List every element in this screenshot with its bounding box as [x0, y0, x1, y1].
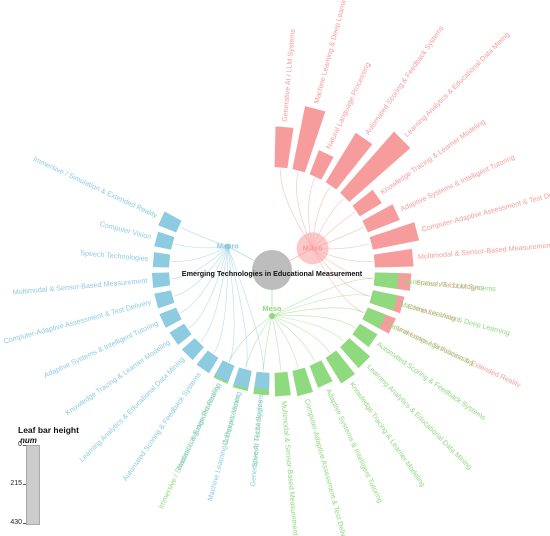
micro-leaf-label: Automated Scoring & Feedback Systems: [363, 24, 446, 137]
macro-leaf-bar: [154, 231, 175, 250]
macro-leaf-link: [200, 246, 229, 342]
meso-leaf-link: [271, 315, 315, 362]
legend-tick-label: 430: [10, 519, 22, 526]
micro-leaf-bar: [325, 132, 373, 190]
leaf-bars: [151, 106, 420, 397]
micro-group-label: Micro: [303, 243, 323, 252]
legend: Leaf bar height num 0 215 430: [6, 425, 86, 530]
micro-leaf-label: Generative AI / LLM Systems: [280, 28, 297, 122]
meso-leaf-link: [271, 315, 344, 342]
meso-leaf-link: [245, 315, 273, 368]
legend-tick-mark: [23, 484, 26, 485]
meso-leaf-link: [229, 315, 273, 362]
meso-leaf-bar: [369, 290, 398, 311]
macro-leaf-bar: [159, 307, 182, 328]
macro-leaf-bar: [233, 367, 252, 389]
meso-leaf-label: Knowledge Tracing & Learner Modeling: [348, 380, 428, 488]
macro-leaf-link: [174, 243, 228, 249]
micro-leaf-bar: [340, 131, 411, 202]
legend-subtitle: num: [20, 436, 37, 445]
macro-leaf-label: Immersive / Simulation & Extended Realit…: [32, 154, 159, 220]
micro-leaf-bar: [373, 248, 414, 268]
meso-group-label: Meso: [262, 304, 282, 313]
macro-leaf-bar: [158, 211, 182, 233]
macro-leaf-label: Speech Technologies: [80, 248, 149, 263]
meso-leaf-bar: [352, 323, 378, 348]
macro-leaf-link: [180, 227, 228, 247]
meso-leaf-link: [262, 315, 273, 371]
meso-leaf-link: [271, 294, 370, 317]
macro-leaf-label: Generative AI / LLM Systems: [248, 393, 265, 487]
meso-leaf-link: [271, 278, 373, 317]
micro-leaf-bar: [309, 150, 334, 180]
micro-leaf-bar: [274, 126, 294, 169]
meso-group-node: [269, 313, 275, 319]
meso-leaf-label: Automated Scoring & Feedback Systems: [375, 340, 488, 423]
micro-leaf-label: Natural Language Processing: [324, 61, 372, 151]
macro-leaf-label: Multimodal & Sensor-Based Measurement: [12, 276, 147, 297]
legend-tick-label: 215: [10, 480, 22, 487]
macro-leaf-label: Computer Vision: [99, 219, 153, 241]
meso-leaf-bar: [325, 350, 355, 384]
macro-leaf-bar: [254, 371, 270, 390]
macro-leaf-bar: [196, 350, 219, 374]
macro-leaf-bar: [169, 323, 192, 345]
meso-leaf-link: [271, 315, 355, 329]
meso-leaf-label: Generative AI / LLM Systems: [403, 276, 497, 293]
legend-tick-mark: [23, 445, 26, 446]
legend-title: Leaf bar height: [18, 425, 79, 435]
macro-leaf-link: [180, 246, 229, 313]
micro-leaf-label: Multimodal & Sensor-Based Measurement: [418, 240, 550, 261]
macro-leaf-link: [227, 246, 264, 371]
macro-leaf-link: [227, 246, 235, 362]
micro-leaf-bar: [362, 204, 400, 233]
macro-group-node: [224, 243, 231, 250]
macro-leaf-link: [171, 246, 228, 262]
meso-leaf-link: [271, 315, 331, 353]
micro-leaf-bar: [369, 222, 420, 250]
macro-leaf-link: [171, 246, 229, 280]
macro-leaf-link: [213, 246, 229, 353]
micro-leaf-label: Learning Analytics & Educational Data Mi…: [402, 30, 511, 139]
macro-leaf-link: [174, 246, 229, 297]
meso-leaf-link: [271, 315, 299, 368]
meso-leaf-link: [271, 315, 282, 371]
micro-leaf-bar: [352, 189, 382, 217]
legend-scale-bar: [26, 445, 40, 525]
legend-tick-mark: [23, 523, 26, 524]
macro-leaf-link: [227, 246, 248, 368]
micro-leaf-bar: [292, 106, 326, 173]
meso-leaf-bar: [309, 360, 333, 388]
macro-leaf-label: Automated Scoring & Feedback Systems: [120, 370, 203, 483]
meso-leaf-label: Multimodal & Sensor-Based Measurement: [280, 401, 301, 536]
meso-leaf-bar: [373, 272, 399, 289]
diagram-title: Emerging Technologies in Educational Mea…: [182, 269, 363, 278]
macro-leaf-bar: [214, 360, 235, 382]
macro-leaf-bar: [181, 338, 204, 361]
legend-tick-label: 0: [18, 441, 22, 448]
meso-leaf-bar: [274, 371, 291, 397]
micro-group-node: [296, 232, 329, 265]
macro-leaf-label: Knowledge Tracing & Learner Modeling: [63, 338, 171, 418]
root-node: [252, 250, 292, 290]
macro-leaf-bar: [151, 272, 171, 288]
meso-leaf-bar: [362, 307, 386, 329]
meso-leaf-bar: [292, 367, 314, 397]
macro-leaf-bar: [154, 290, 175, 309]
meso-leaf-link: [271, 307, 364, 317]
macro-group-label: Macro: [217, 242, 240, 251]
macro-leaf-link: [189, 246, 229, 329]
meso-leaf-bar: [340, 338, 371, 369]
macro-leaf-bar: [152, 252, 171, 268]
tree-nodes: Micro Meso Macro: [217, 232, 329, 319]
micro-leaf-label: Machine Learning & Deep Learning: [312, 0, 350, 105]
